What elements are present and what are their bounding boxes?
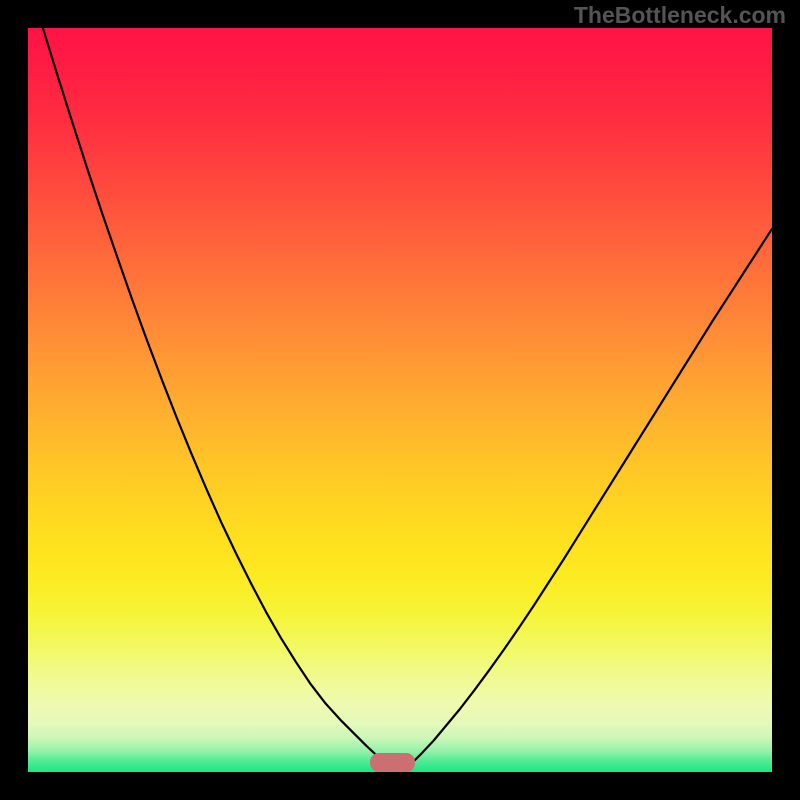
chart-container: TheBottleneck.com <box>0 0 800 800</box>
bottleneck-curve <box>28 28 772 772</box>
watermark-text: TheBottleneck.com <box>574 2 786 29</box>
optimal-range-marker <box>370 753 415 772</box>
plot-area <box>28 28 772 772</box>
